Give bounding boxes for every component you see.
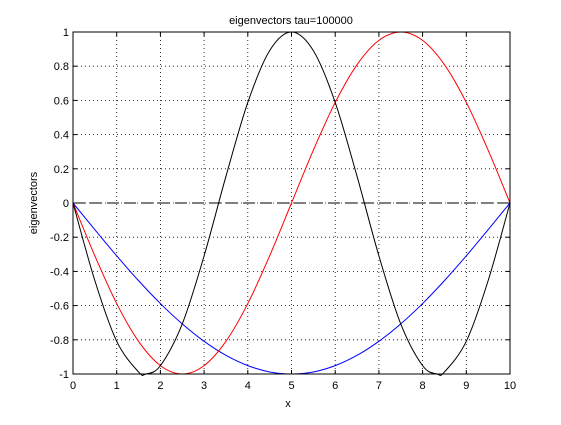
- y-tick-label: 0.4: [54, 130, 69, 142]
- x-tick-label: 7: [376, 380, 382, 392]
- series-line-2: [72, 31, 511, 375]
- x-tick-label: 1: [114, 380, 120, 392]
- y-tick-label: -0.4: [50, 266, 69, 278]
- x-tick-label: 0: [70, 380, 76, 392]
- y-tick-labels: -1 -0.8 -0.6 -0.4 -0.2 0 0.2 0.4 0.6 0.8 1: [50, 27, 69, 381]
- x-tick-label: 8: [420, 380, 426, 392]
- tick-marks: [72, 31, 511, 375]
- x-tick-label: 2: [157, 380, 163, 392]
- y-tick-label: 0.8: [54, 61, 69, 73]
- y-tick-label: -0.2: [50, 232, 69, 244]
- x-axis-label: x: [285, 398, 291, 410]
- x-tick-label: 3: [201, 380, 207, 392]
- x-tick-labels: 0 1 2 3 4 5 6 7 8 9 10: [70, 380, 516, 392]
- x-tick-label: 6: [332, 380, 338, 392]
- y-tick-label: 0: [63, 198, 69, 210]
- y-tick-label: -1: [59, 369, 69, 381]
- y-tick-label: -0.6: [50, 301, 69, 313]
- grid-lines: [73, 32, 510, 374]
- y-tick-label: 0.6: [54, 95, 69, 107]
- y-tick-label: 1: [63, 27, 69, 39]
- y-axis-label: eigenvectors: [28, 171, 40, 234]
- y-tick-label: 0.2: [54, 164, 69, 176]
- x-tick-label: 5: [288, 380, 294, 392]
- y-tick-label: -0.8: [50, 335, 69, 347]
- x-tick-label: 4: [245, 380, 251, 392]
- x-tick-label: 10: [504, 380, 516, 392]
- x-tick-label: 9: [463, 380, 469, 392]
- chart-title: eigenvectors tau=100000: [229, 15, 353, 27]
